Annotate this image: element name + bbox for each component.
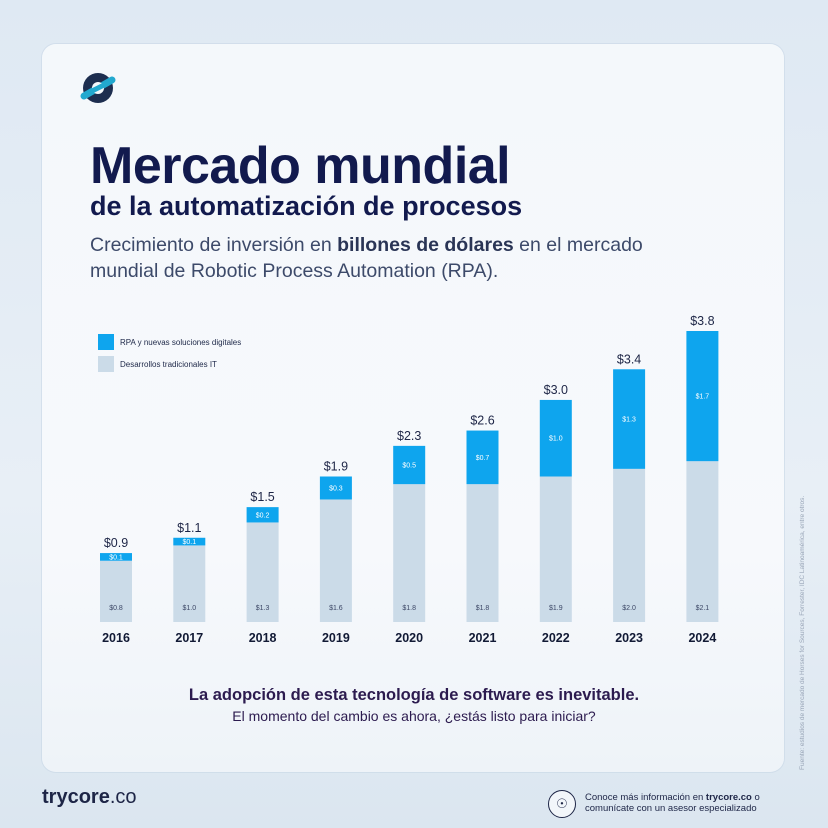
segment-label-traditional-2020: $1.8 (402, 605, 416, 612)
x-tick-label-2022: 2022 (542, 631, 570, 645)
segment-label-rpa-2024: $1.7 (696, 394, 710, 401)
segment-label-traditional-2018: $1.3 (256, 605, 270, 612)
cta-subline: El momento del cambio es ahora, ¿estás l… (232, 708, 596, 724)
cta-headline: La adopción de esta tecnología de softwa… (188, 686, 640, 704)
segment-label-rpa-2019: $0.3 (329, 485, 343, 492)
legend-label-traditional: Desarrollos tradicionales IT (120, 359, 217, 369)
total-label-2017: $1.1 (177, 521, 201, 535)
legend-swatch-rpa (98, 334, 114, 350)
segment-label-rpa-2021: $0.7 (476, 455, 490, 462)
brand-suffix: .co (109, 786, 137, 808)
segment-label-traditional-2023: $2.0 (622, 605, 636, 612)
bar-rpa-2018 (246, 507, 279, 523)
segment-label-rpa-2018: $0.2 (256, 512, 270, 519)
subtitle: Crecimiento de inversión en billones de … (90, 234, 643, 282)
bar-traditional-2016 (100, 560, 132, 622)
bar-rpa-2021 (466, 430, 499, 485)
total-label-2016: $0.9 (104, 536, 128, 550)
legend-label-rpa: RPA y nuevas soluciones digitales (120, 337, 242, 347)
bar-rpa-2022 (539, 399, 572, 477)
total-label-2023: $3.4 (617, 352, 641, 366)
segment-label-traditional-2022: $1.9 (549, 605, 563, 612)
segment-label-rpa-2022: $1.0 (549, 436, 563, 443)
bar-traditional-2021 (466, 484, 499, 622)
legend-swatch-traditional (98, 356, 114, 372)
total-label-2021: $2.6 (470, 414, 494, 428)
brand-logo[interactable]: trycore.co (42, 786, 137, 809)
bar-rpa-2017 (173, 537, 206, 546)
page-title: Mercado mundial (90, 137, 511, 195)
bar-traditional-2019 (319, 499, 352, 622)
legend-item-traditional: Desarrollos tradicionales IT (98, 356, 241, 372)
bar-traditional-2023 (613, 468, 646, 622)
segment-label-rpa-2020: $0.5 (402, 463, 416, 470)
bar-traditional-2017 (173, 545, 206, 622)
x-tick-label-2017: 2017 (175, 631, 203, 645)
x-tick-label-2016: 2016 (102, 631, 130, 645)
trycore-logo-icon (80, 73, 116, 103)
legend-item-rpa: RPA y nuevas soluciones digitales (98, 334, 241, 350)
bar-rpa-2024 (686, 331, 719, 462)
bar-rpa-2023 (613, 369, 646, 469)
segment-label-traditional-2017: $1.0 (182, 605, 196, 612)
x-tick-label-2021: 2021 (469, 631, 497, 645)
total-label-2019: $1.9 (324, 460, 348, 474)
total-label-2020: $2.3 (397, 429, 421, 443)
x-tick-label-2019: 2019 (322, 631, 350, 645)
bar-traditional-2024 (686, 461, 719, 622)
segment-label-traditional-2019: $1.6 (329, 605, 343, 612)
bar-traditional-2020 (393, 484, 426, 622)
chart-legend: RPA y nuevas soluciones digitales Desarr… (98, 334, 241, 378)
segment-label-rpa-2017: $0.1 (182, 539, 196, 546)
content-card (42, 44, 784, 772)
bar-rpa-2020 (393, 445, 426, 485)
x-tick-label-2023: 2023 (615, 631, 643, 645)
x-tick-label-2024: 2024 (688, 631, 716, 645)
footer-link[interactable]: trycore.co (705, 792, 752, 803)
page-title-line2: de la automatización de procesos (90, 191, 523, 221)
total-label-2018: $1.5 (250, 490, 274, 504)
segment-label-traditional-2021: $1.8 (476, 605, 490, 612)
bar-traditional-2022 (539, 476, 572, 622)
bar-traditional-2018 (246, 522, 279, 622)
footer-info: Conoce más información en trycore.co o c… (585, 792, 760, 814)
brand-name: trycore (42, 786, 110, 808)
total-label-2024: $3.8 (690, 314, 714, 328)
x-tick-label-2020: 2020 (395, 631, 423, 645)
bar-rpa-2016 (100, 553, 132, 561)
total-label-2022: $3.0 (544, 383, 568, 397)
source-note: Fuente: estudios de mercado de Horses fo… (799, 495, 806, 770)
segment-label-traditional-2016: $0.8 (109, 605, 123, 612)
segment-label-rpa-2023: $1.3 (622, 417, 636, 424)
bar-rpa-2019 (319, 476, 352, 500)
headset-icon: ☉ (548, 790, 576, 818)
segment-label-rpa-2016: $0.1 (109, 554, 123, 561)
segment-label-traditional-2024: $2.1 (696, 605, 710, 612)
x-tick-label-2018: 2018 (249, 631, 277, 645)
